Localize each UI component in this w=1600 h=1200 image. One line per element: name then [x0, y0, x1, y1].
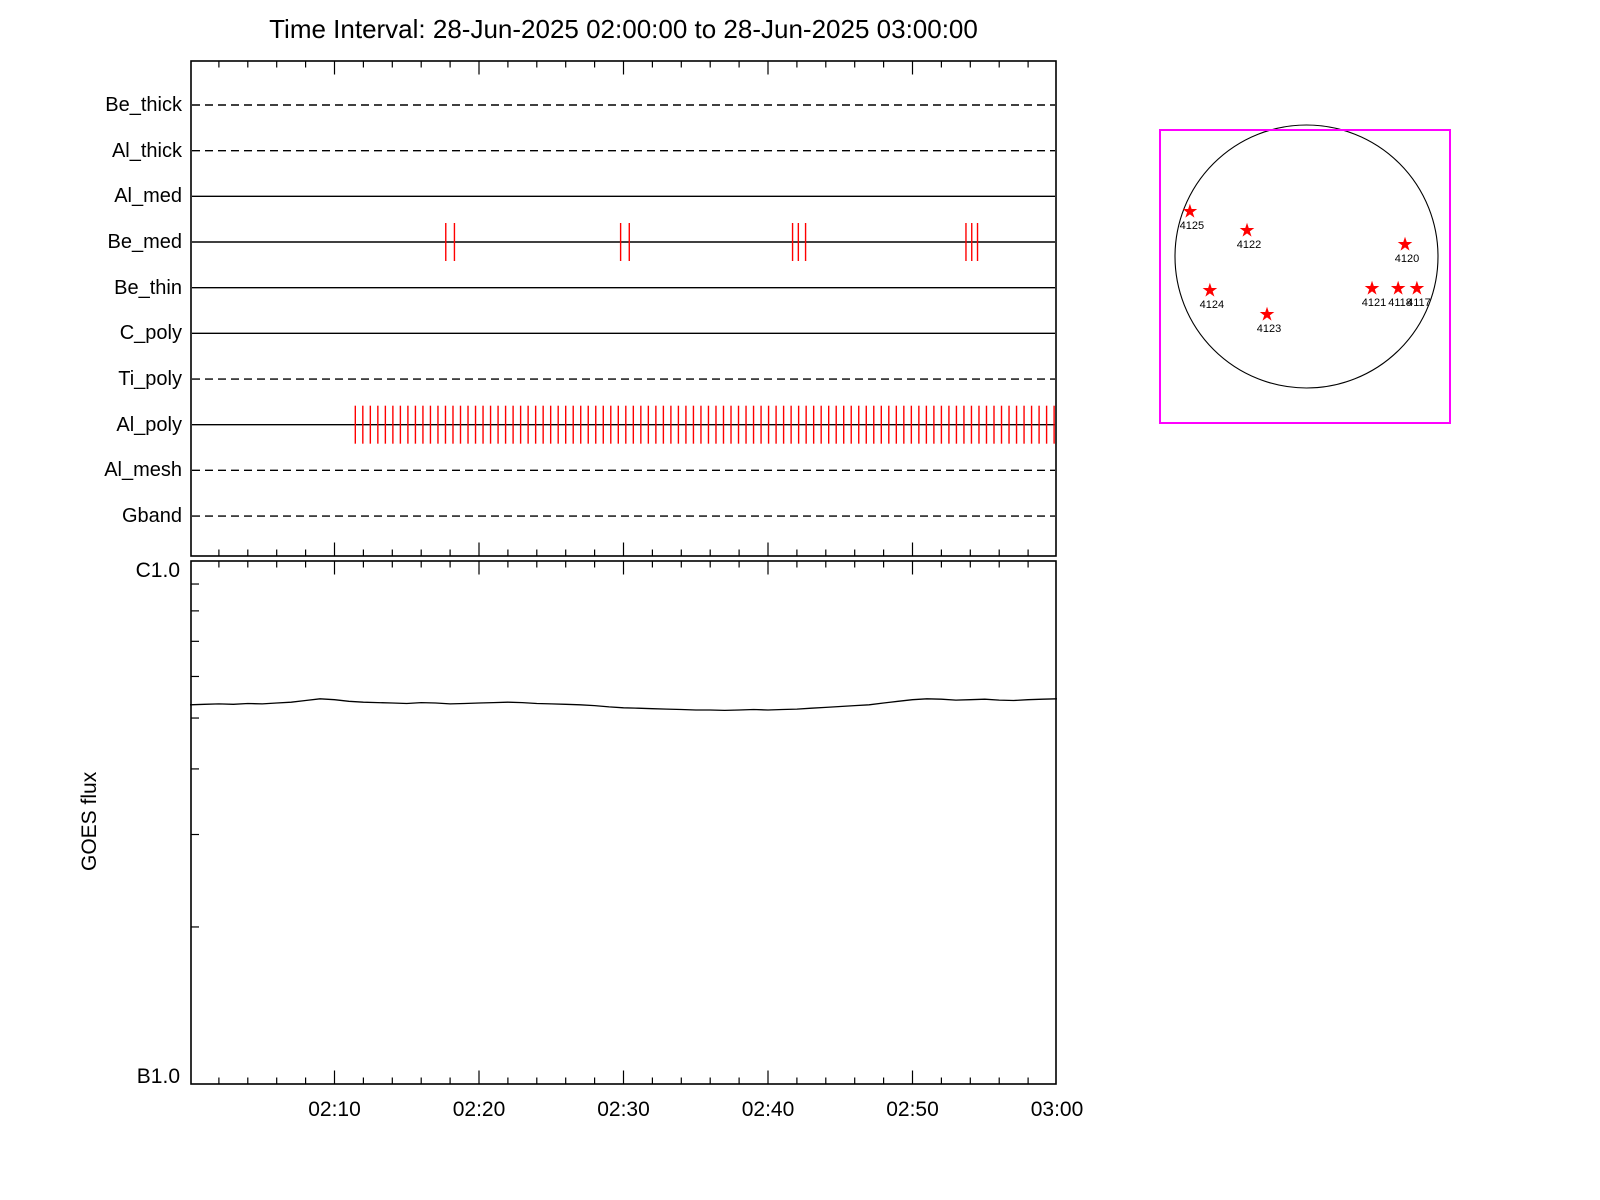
channel-label-al_mesh: Al_mesh [104, 459, 182, 482]
active-region-star-4118: ★ [1390, 279, 1407, 300]
channel-label-ti_poly: Ti_poly [118, 368, 182, 391]
time-label-0250: 02:50 [886, 1098, 939, 1121]
channel-label-al_thick: Al_thick [111, 139, 182, 162]
active-region-label-4122: 4122 [1237, 239, 1261, 251]
solar-disk-locator: ★4125 ★4122 ★4120★4124★4121★4118★4117★4123 [1159, 124, 1451, 424]
disk-frame [1159, 129, 1451, 424]
active-region-label-4117: 4117 [1407, 297, 1431, 309]
goes-axis-title: GOES flux [78, 771, 101, 871]
time-label-0210: 02:10 [308, 1098, 361, 1121]
active-region-label-4121: 4121 [1362, 297, 1386, 309]
channel-label-be_med: Be_med [107, 231, 183, 253]
active-region-label-4124: 4124 [1200, 299, 1224, 311]
active-region-star-4117: ★ [1408, 279, 1425, 300]
time-label-0300: 03:00 [1030, 1098, 1084, 1121]
active-region-star-4124: ★ [1201, 281, 1218, 302]
goes-frame [190, 560, 1057, 1085]
active-region-star-4120: ★ [1397, 234, 1414, 255]
time-label-0220: 02:20 [452, 1098, 506, 1121]
active-region-label-4118: 4118 [1388, 297, 1412, 309]
goes-bottom-label: B1.0 [136, 1065, 180, 1088]
filter-timeline-panel [190, 60, 1057, 557]
goes-top-label: C1.0 [135, 559, 180, 582]
solar-limb [1174, 124, 1439, 389]
channel-label-al_med: Al_med [114, 185, 182, 208]
time-label-0230: 02:30 [597, 1098, 650, 1121]
channel-label-gband: Gband [121, 505, 182, 528]
plot-title: Time Interval: 28-Jun-2025 02:00:00 to 2… [269, 14, 978, 44]
active-region-star-4125: ★ [1181, 202, 1198, 223]
active-region-label-4125: 4125 [1180, 220, 1204, 232]
active-region-star-4122: ★ [1238, 221, 1255, 242]
active-region-star-4121: ★ [1363, 279, 1380, 300]
active-region-label-4120: 4120 [1395, 253, 1419, 265]
channel-label-be_thick: Be_thick [105, 94, 182, 116]
active-region-star-4123: ★ [1258, 304, 1275, 325]
active-region-label-4123: 4123 [1257, 323, 1281, 335]
time-label-0240: 02:40 [741, 1098, 795, 1121]
goes-flux-curve [189, 698, 1058, 712]
goes-flux-panel [189, 560, 1058, 1085]
channel-label-al_poly: Al_poly [116, 413, 182, 436]
timeline-frame [190, 60, 1057, 557]
channel-label-c_poly: C_poly [119, 322, 182, 345]
channel-label-be_thin: Be_thin [114, 276, 182, 299]
